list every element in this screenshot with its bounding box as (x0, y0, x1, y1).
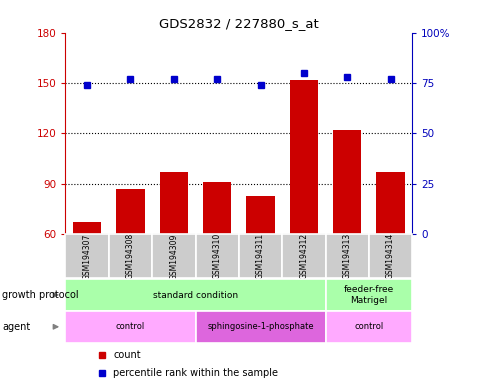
Bar (246, 195, 274, 335)
Bar (238, 234, 282, 278)
Bar (289, 80, 318, 335)
Bar (368, 234, 411, 278)
Bar (333, 130, 361, 335)
Text: GSM194310: GSM194310 (212, 233, 221, 280)
Bar (325, 279, 411, 311)
Text: feeder-free
Matrigel: feeder-free Matrigel (343, 285, 393, 305)
Bar (116, 189, 144, 335)
Bar (65, 279, 325, 311)
Text: GSM194313: GSM194313 (342, 233, 351, 280)
Bar (73, 222, 101, 335)
Text: control: control (116, 323, 145, 331)
Text: GSM194309: GSM194309 (169, 233, 178, 280)
Bar (282, 234, 325, 278)
Bar (376, 172, 404, 335)
Text: GSM194308: GSM194308 (126, 233, 135, 280)
Bar (195, 234, 239, 278)
Bar (325, 234, 368, 278)
Bar (108, 234, 152, 278)
Bar (325, 311, 411, 343)
Text: GSM194311: GSM194311 (256, 233, 264, 280)
Text: GSM194314: GSM194314 (385, 233, 394, 280)
Title: GDS2832 / 227880_s_at: GDS2832 / 227880_s_at (159, 17, 318, 30)
Text: growth protocol: growth protocol (2, 290, 79, 300)
Bar (203, 182, 231, 335)
Bar (159, 172, 187, 335)
Text: agent: agent (2, 322, 30, 332)
Text: standard condition: standard condition (152, 291, 238, 300)
Bar (65, 234, 108, 278)
Bar (152, 234, 195, 278)
Text: GSM194307: GSM194307 (82, 233, 91, 280)
Text: percentile rank within the sample: percentile rank within the sample (113, 367, 278, 377)
Text: control: control (353, 323, 383, 331)
Text: sphingosine-1-phosphate: sphingosine-1-phosphate (207, 323, 313, 331)
Bar (65, 311, 195, 343)
Text: GSM194312: GSM194312 (299, 233, 308, 280)
Bar (195, 311, 325, 343)
Text: count: count (113, 350, 141, 360)
